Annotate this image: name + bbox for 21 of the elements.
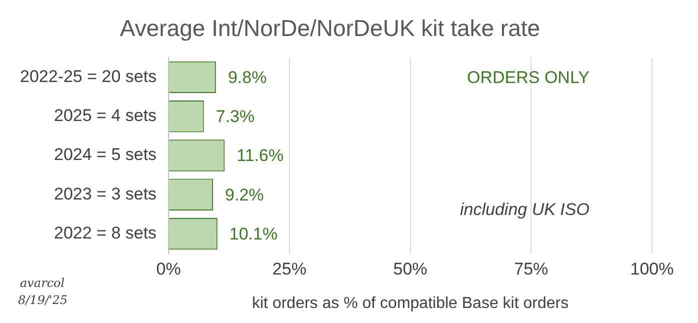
chart-title: Average Int/NorDe/NorDeUK kit take rate bbox=[120, 15, 540, 42]
y-tick-label: 2022-25 = 20 sets bbox=[20, 66, 157, 86]
y-tick-label: 2024 = 5 sets bbox=[54, 145, 157, 164]
data-label: 9.2% bbox=[225, 185, 264, 204]
x-tick-label: 75% bbox=[514, 259, 548, 278]
text: avarcol bbox=[20, 276, 65, 290]
data-label: 7.3% bbox=[216, 107, 255, 126]
y-tick-label: 2023 = 3 sets bbox=[54, 184, 157, 204]
y-tick-label: 2022 = 8 sets bbox=[54, 224, 157, 243]
x-tick-label: 25% bbox=[272, 259, 306, 278]
x-tick-label: 50% bbox=[393, 259, 428, 278]
annotation: including UK ISO bbox=[460, 200, 590, 220]
data-label: 10.1% bbox=[229, 224, 278, 244]
data-label: 9.8% bbox=[228, 68, 267, 87]
y-tick-label: 2025 = 4 sets bbox=[54, 106, 157, 126]
data-label: 11.6% bbox=[236, 146, 284, 166]
x-tick-label: 0% bbox=[156, 259, 181, 278]
x-tick-label: 100% bbox=[630, 259, 674, 278]
text: 8/19/'25 bbox=[18, 293, 68, 307]
annotation: ORDERS ONLY bbox=[467, 68, 590, 88]
x-axis-title: kit orders as % of compatible Base kit orders bbox=[252, 294, 569, 312]
